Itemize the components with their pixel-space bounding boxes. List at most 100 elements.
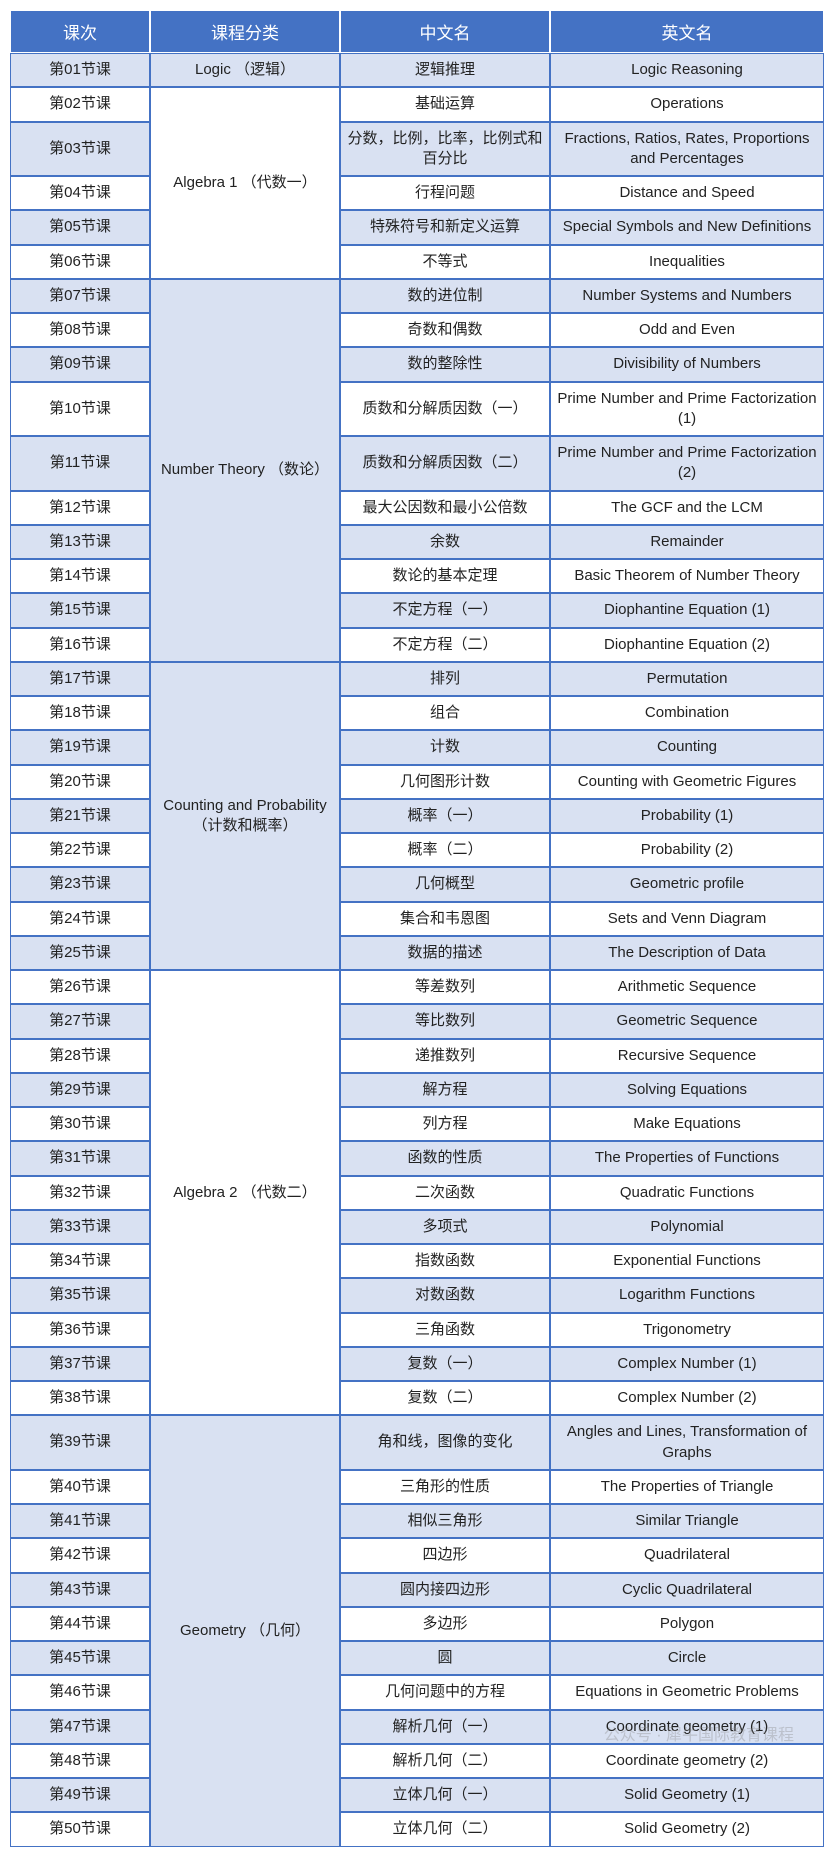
category-cell: Algebra 1 （代数一）: [150, 87, 340, 279]
lesson-cell: 第26节课: [10, 970, 150, 1004]
cn-name-cell: 计数: [340, 730, 550, 764]
en-name-cell: Polygon: [550, 1607, 824, 1641]
lesson-cell: 第06节课: [10, 245, 150, 279]
lesson-cell: 第41节课: [10, 1504, 150, 1538]
lesson-cell: 第10节课: [10, 382, 150, 437]
cn-name-cell: 几何概型: [340, 867, 550, 901]
table-row: 第13节课余数Remainder: [10, 525, 824, 559]
table-row: 第43节课圆内接四边形Cyclic Quadrilateral: [10, 1573, 824, 1607]
table-row: 第32节课 二次函数Quadratic Functions: [10, 1176, 824, 1210]
lesson-cell: 第05节课: [10, 210, 150, 244]
lesson-cell: 第40节课: [10, 1470, 150, 1504]
table-row: 第29节课解方程Solving Equations: [10, 1073, 824, 1107]
cn-name-cell: 解析几何（一）: [340, 1710, 550, 1744]
category-cell: Logic （逻辑）: [150, 53, 340, 87]
en-name-cell: Similar Triangle: [550, 1504, 824, 1538]
en-name-cell: Diophantine Equation (2): [550, 628, 824, 662]
en-name-cell: Counting with Geometric Figures: [550, 765, 824, 799]
header-cn: 中文名: [340, 10, 550, 53]
table-row: 第08节课奇数和偶数Odd and Even: [10, 313, 824, 347]
en-name-cell: Recursive Sequence: [550, 1039, 824, 1073]
en-name-cell: Quadratic Functions: [550, 1176, 824, 1210]
table-body: 第01节课Logic （逻辑）逻辑推理Logic Reasoning第02节课A…: [10, 53, 824, 1847]
table-row: 第19节课计数Counting: [10, 730, 824, 764]
en-name-cell: The Properties of Triangle: [550, 1470, 824, 1504]
table-row: 第04节课行程问题Distance and Speed: [10, 176, 824, 210]
lesson-cell: 第27节课: [10, 1004, 150, 1038]
category-cell: Counting and Probability （计数和概率）: [150, 662, 340, 970]
cn-name-cell: 复数（一）: [340, 1347, 550, 1381]
table-row: 第17节课Counting and Probability （计数和概率）排列P…: [10, 662, 824, 696]
en-name-cell: Solving Equations: [550, 1073, 824, 1107]
lesson-cell: 第22节课: [10, 833, 150, 867]
en-name-cell: Probability (1): [550, 799, 824, 833]
cn-name-cell: 立体几何（二）: [340, 1812, 550, 1846]
en-name-cell: Diophantine Equation (1): [550, 593, 824, 627]
lesson-cell: 第49节课: [10, 1778, 150, 1812]
cn-name-cell: 质数和分解质因数（一）: [340, 382, 550, 437]
table-row: 第27节课等比数列Geometric Sequence: [10, 1004, 824, 1038]
lesson-cell: 第35节课: [10, 1278, 150, 1312]
table-row: 第44节课多边形Polygon: [10, 1607, 824, 1641]
cn-name-cell: 等比数列: [340, 1004, 550, 1038]
lesson-cell: 第42节课: [10, 1538, 150, 1572]
table-row: 第48节课解析几何（二）Coordinate geometry (2): [10, 1744, 824, 1778]
lesson-cell: 第13节课: [10, 525, 150, 559]
cn-name-cell: 组合: [340, 696, 550, 730]
lesson-cell: 第32节课: [10, 1176, 150, 1210]
cn-name-cell: 角和线，图像的变化: [340, 1415, 550, 1470]
lesson-cell: 第34节课: [10, 1244, 150, 1278]
lesson-cell: 第16节课: [10, 628, 150, 662]
cn-name-cell: 不等式: [340, 245, 550, 279]
table-row: 第26节课Algebra 2 （代数二）等差数列Arithmetic Seque…: [10, 970, 824, 1004]
header-en: 英文名: [550, 10, 824, 53]
en-name-cell: Arithmetic Sequence: [550, 970, 824, 1004]
table-row: 第14节课数论的基本定理Basic Theorem of Number Theo…: [10, 559, 824, 593]
en-name-cell: Prime Number and Prime Factorization (1): [550, 382, 824, 437]
en-name-cell: Inequalities: [550, 245, 824, 279]
cn-name-cell: 对数函数: [340, 1278, 550, 1312]
en-name-cell: Basic Theorem of Number Theory: [550, 559, 824, 593]
table-row: 第42节课四边形Quadrilateral: [10, 1538, 824, 1572]
lesson-cell: 第47节课: [10, 1710, 150, 1744]
lesson-cell: 第23节课: [10, 867, 150, 901]
lesson-cell: 第25节课: [10, 936, 150, 970]
table-row: 第31节课函数的性质The Properties of Functions: [10, 1141, 824, 1175]
table-row: 第40节课三角形的性质The Properties of Triangle: [10, 1470, 824, 1504]
en-name-cell: The GCF and the LCM: [550, 491, 824, 525]
cn-name-cell: 几何问题中的方程: [340, 1675, 550, 1709]
cn-name-cell: 圆: [340, 1641, 550, 1675]
cn-name-cell: 列方程: [340, 1107, 550, 1141]
table-row: 第36节课三角函数Trigonometry: [10, 1313, 824, 1347]
table-row: 第34节课指数函数Exponential Functions: [10, 1244, 824, 1278]
lesson-cell: 第29节课: [10, 1073, 150, 1107]
en-name-cell: Circle: [550, 1641, 824, 1675]
cn-name-cell: 集合和韦恩图: [340, 902, 550, 936]
en-name-cell: Solid Geometry (1): [550, 1778, 824, 1812]
table-row: 第02节课Algebra 1 （代数一）基础运算Operations: [10, 87, 824, 121]
lesson-cell: 第43节课: [10, 1573, 150, 1607]
table-row: 第21节课概率（一）Probability (1): [10, 799, 824, 833]
cn-name-cell: 特殊符号和新定义运算: [340, 210, 550, 244]
lesson-cell: 第03节课: [10, 122, 150, 177]
table-row: 第03节课分数，比例，比率，比例式和百分比Fractions, Ratios, …: [10, 122, 824, 177]
category-cell: Algebra 2 （代数二）: [150, 970, 340, 1415]
table-row: 第45节课圆Circle: [10, 1641, 824, 1675]
en-name-cell: Cyclic Quadrilateral: [550, 1573, 824, 1607]
en-name-cell: Polynomial: [550, 1210, 824, 1244]
cn-name-cell: 几何图形计数: [340, 765, 550, 799]
lesson-cell: 第38节课: [10, 1381, 150, 1415]
lesson-cell: 第15节课: [10, 593, 150, 627]
lesson-cell: 第33节课: [10, 1210, 150, 1244]
cn-name-cell: 基础运算: [340, 87, 550, 121]
cn-name-cell: 二次函数: [340, 1176, 550, 1210]
cn-name-cell: 递推数列: [340, 1039, 550, 1073]
en-name-cell: Counting: [550, 730, 824, 764]
lesson-cell: 第17节课: [10, 662, 150, 696]
table-row: 第18节课组合Combination: [10, 696, 824, 730]
en-name-cell: Special Symbols and New Definitions: [550, 210, 824, 244]
lesson-cell: 第46节课: [10, 1675, 150, 1709]
cn-name-cell: 排列: [340, 662, 550, 696]
table-row: 第22节课概率（二）Probability (2): [10, 833, 824, 867]
table-row: 第38节课复数（二）Complex Number (2): [10, 1381, 824, 1415]
